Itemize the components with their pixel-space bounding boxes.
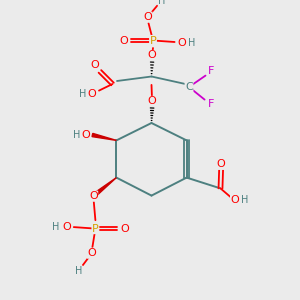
Polygon shape bbox=[92, 134, 116, 140]
Text: P: P bbox=[92, 224, 99, 234]
Text: H: H bbox=[73, 130, 80, 140]
Text: H: H bbox=[52, 221, 59, 232]
Text: F: F bbox=[208, 66, 215, 76]
Text: H: H bbox=[158, 0, 166, 7]
Text: O: O bbox=[91, 60, 100, 70]
Text: P: P bbox=[150, 35, 156, 46]
Text: O: O bbox=[87, 248, 96, 258]
Text: O: O bbox=[81, 130, 90, 140]
Text: H: H bbox=[241, 195, 248, 206]
Text: H: H bbox=[75, 266, 82, 276]
Text: O: O bbox=[88, 88, 97, 99]
Text: O: O bbox=[143, 12, 152, 22]
Text: H: H bbox=[188, 38, 196, 48]
Text: O: O bbox=[148, 50, 157, 61]
Text: O: O bbox=[148, 96, 157, 106]
Text: O: O bbox=[178, 38, 187, 48]
Text: O: O bbox=[217, 159, 226, 170]
Text: O: O bbox=[119, 35, 128, 46]
Text: O: O bbox=[120, 224, 129, 234]
Text: O: O bbox=[62, 221, 71, 232]
Polygon shape bbox=[96, 178, 116, 194]
Text: C: C bbox=[185, 82, 193, 92]
Text: O: O bbox=[89, 191, 98, 201]
Text: F: F bbox=[207, 99, 214, 110]
Text: H: H bbox=[79, 88, 86, 99]
Text: O: O bbox=[230, 195, 239, 206]
